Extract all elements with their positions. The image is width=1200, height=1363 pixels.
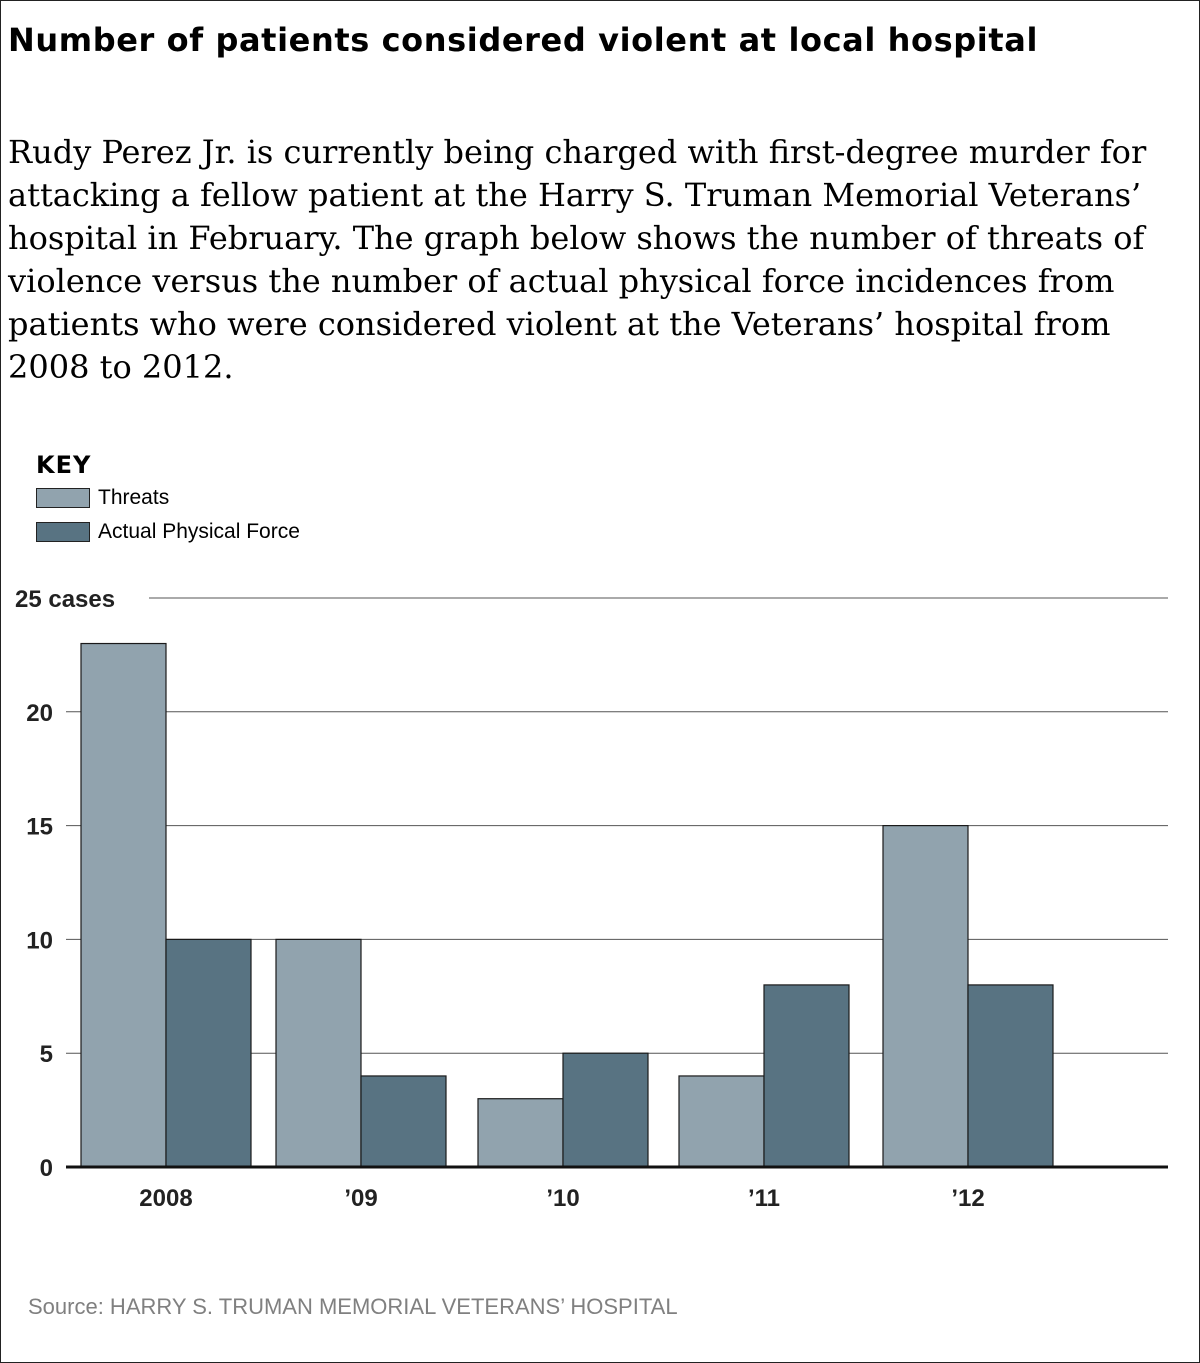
- bar-physical-force: [165, 938, 252, 1168]
- key-label-threats: Threats: [98, 486, 170, 509]
- bar-physical-force: [360, 1075, 447, 1168]
- x-tick-label: ’10: [546, 1185, 579, 1212]
- key-item-threats: Threats: [36, 486, 169, 510]
- intro-paragraph: Rudy Perez Jr. is currently being charge…: [8, 133, 1147, 386]
- bar-threats: [80, 642, 167, 1168]
- y-tick-label: 25 cases: [15, 586, 115, 613]
- y-tick-label: 20: [26, 700, 53, 727]
- key-label-physical-force: Actual Physical Force: [98, 520, 300, 543]
- bar-threats: [678, 1075, 765, 1168]
- x-tick-label: ’12: [951, 1185, 984, 1212]
- y-tick-label: 15: [26, 814, 53, 841]
- key-swatch-physical-force: [36, 522, 90, 542]
- bar-threats: [477, 1098, 564, 1168]
- bar-threats: [275, 938, 362, 1168]
- y-tick-label: 0: [40, 1155, 53, 1182]
- key-title: KEY: [36, 451, 92, 479]
- y-tick-label: 5: [40, 1041, 53, 1068]
- y-tick-label: 10: [26, 927, 53, 954]
- source-note: Source: HARRY S. TRUMAN MEMORIAL VETERAN…: [28, 1294, 678, 1319]
- bar-physical-force: [763, 984, 850, 1168]
- x-tick-label: ’11: [748, 1185, 780, 1212]
- bar-threats: [882, 824, 969, 1168]
- key-swatch-threats: [36, 488, 90, 508]
- x-tick-label: 2008: [139, 1185, 192, 1212]
- bar-physical-force: [967, 984, 1054, 1168]
- chart-title: Number of patients considered violent at…: [8, 21, 1039, 59]
- x-tick-label: ’09: [344, 1185, 377, 1212]
- key-item-physical-force: Actual Physical Force: [36, 520, 300, 544]
- bar-physical-force: [562, 1052, 649, 1168]
